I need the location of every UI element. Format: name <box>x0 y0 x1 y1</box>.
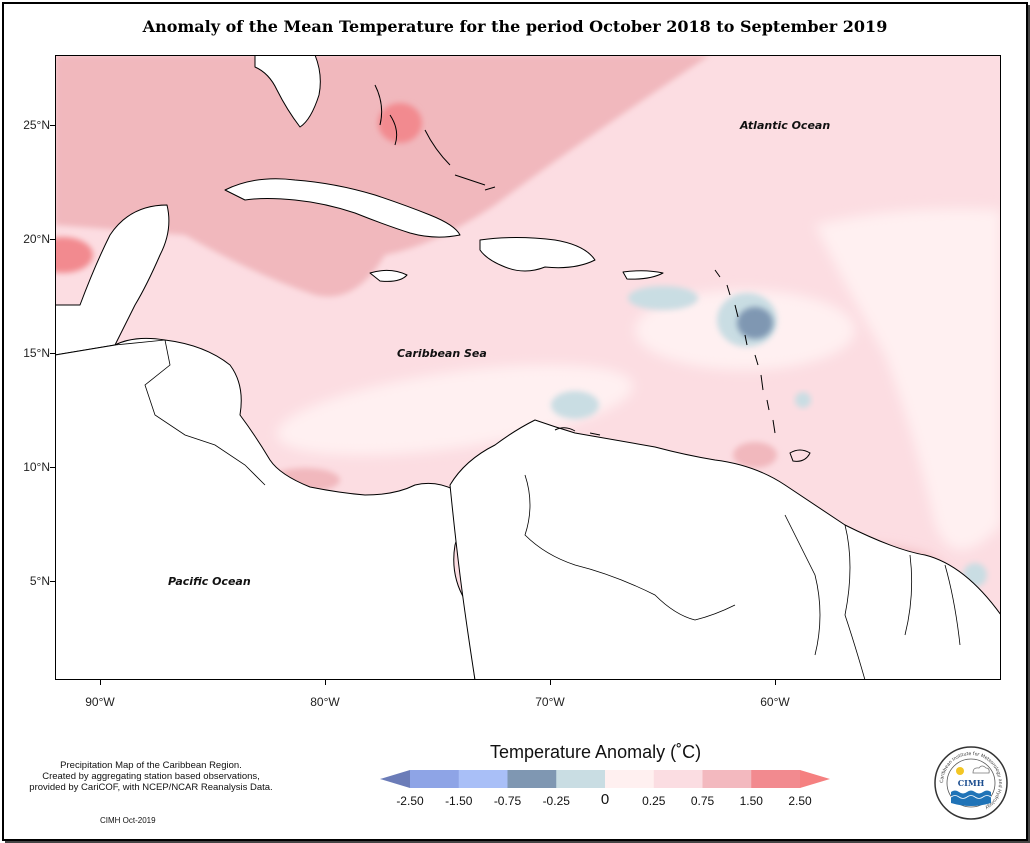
legend-tick-label: -0.75 <box>493 794 522 808</box>
cool-spot-curacao <box>551 391 599 419</box>
legend-tick-label: -1.50 <box>445 794 473 808</box>
map-border <box>55 55 1001 680</box>
lon-tick-mark <box>775 680 776 685</box>
temperature-anomaly-map <box>55 55 1001 680</box>
legend-tick-label: 0.75 <box>690 794 715 808</box>
land-yucatan <box>55 204 170 356</box>
footnote-line: Precipitation Map of the Caribbean Regio… <box>60 760 242 771</box>
legend-swatch <box>556 770 606 788</box>
lon-tick-label: 60°W <box>760 695 790 709</box>
land-south-america <box>449 419 1001 680</box>
lat-tick-mark <box>50 581 55 582</box>
legend-swatch <box>702 770 752 788</box>
footnote-line: Created by aggregating station based obs… <box>42 771 260 782</box>
land-jamaica <box>369 269 408 282</box>
hot-spot-gulf <box>55 237 93 273</box>
country-borders <box>114 339 961 680</box>
legend-tick-label: -2.50 <box>396 794 424 808</box>
cool-spot-puerto-rico <box>628 286 698 310</box>
lat-tick-mark <box>50 353 55 354</box>
label-pacific-ocean: Pacific Ocean <box>168 575 251 588</box>
map-title: Anomaly of the Mean Temperature for the … <box>142 17 888 36</box>
near-zero-anomaly-caribbean <box>276 364 634 456</box>
label-caribbean-sea: Caribbean Sea <box>397 347 487 360</box>
legend-swatch-min <box>380 770 410 788</box>
lat-tick-label: 5°N <box>29 574 50 588</box>
legend-tick-label: 0.25 <box>642 794 666 808</box>
legend-tick-label: 2.50 <box>788 794 812 808</box>
legend-swatch <box>653 770 703 788</box>
lon-tick-label: 80°W <box>310 695 340 709</box>
lat-tick-label: 15°N <box>23 346 50 360</box>
small-islands <box>374 84 811 462</box>
cold-spot-guadeloupe <box>737 307 773 339</box>
near-zero-anomaly-east <box>815 209 1001 550</box>
lat-tick-label: 25°N <box>23 118 50 132</box>
footnote-line: provided by CariCOF, with NCEP/NCAR Rean… <box>29 782 273 793</box>
hot-spot-bahamas <box>378 103 422 143</box>
legend-tick-label: 1.50 <box>739 794 763 808</box>
lon-tick-mark <box>100 680 101 685</box>
islands-bahamas <box>374 84 496 191</box>
lon-tick-label: 90°W <box>85 695 115 709</box>
island-trinidad <box>789 449 811 462</box>
warm-spot-trinidad <box>733 442 777 468</box>
border-central-america <box>114 339 266 486</box>
legend-swatch <box>605 770 655 788</box>
islands-abc <box>554 427 601 436</box>
lat-tick-mark <box>50 125 55 126</box>
cool-spot-barbados <box>795 392 811 408</box>
credit-text: CIMH Oct-2019 <box>100 816 156 825</box>
border-colombia-venezuela <box>524 474 736 621</box>
legend-title: Temperature Anomaly (˚C) <box>490 742 702 762</box>
lat-tick-label: 20°N <box>23 232 50 246</box>
wave-icon <box>950 795 992 799</box>
legend-swatch <box>458 770 508 788</box>
legend-swatch <box>751 770 801 788</box>
logo-abbr: CIMH <box>958 778 985 788</box>
land-cuba <box>224 178 461 238</box>
lat-tick-label: 10°N <box>23 460 50 474</box>
water-icon <box>951 790 991 806</box>
border-guianas <box>784 514 961 680</box>
legend-tick-label: -0.25 <box>542 794 570 808</box>
label-atlantic-ocean: Atlantic Ocean <box>740 119 831 132</box>
cimh-logo: Caribbean Institute for Meteorology and … <box>934 746 1008 820</box>
cloud-icon <box>972 765 990 774</box>
islands-lesser-antilles <box>714 269 776 434</box>
legend-swatch <box>410 770 460 788</box>
lon-tick-mark <box>325 680 326 685</box>
legend-swatch-max <box>800 770 830 788</box>
land-hispaniola <box>479 237 596 272</box>
lon-tick-label: 70°W <box>535 695 565 709</box>
land-florida <box>254 55 321 128</box>
warm-anomaly-northwest <box>55 55 710 297</box>
lat-tick-mark <box>50 467 55 468</box>
footnote: Precipitation Map of the Caribbean Regio… <box>6 760 296 793</box>
map-panel <box>55 55 1001 680</box>
legend-tick-label: 0 <box>600 791 610 808</box>
legend-swatch <box>507 770 557 788</box>
lon-tick-mark <box>550 680 551 685</box>
legend-colorbar <box>380 770 830 788</box>
land-masses <box>55 55 1001 680</box>
land-puerto-rico <box>622 270 664 280</box>
lat-tick-mark <box>50 239 55 240</box>
sun-icon <box>956 767 964 775</box>
